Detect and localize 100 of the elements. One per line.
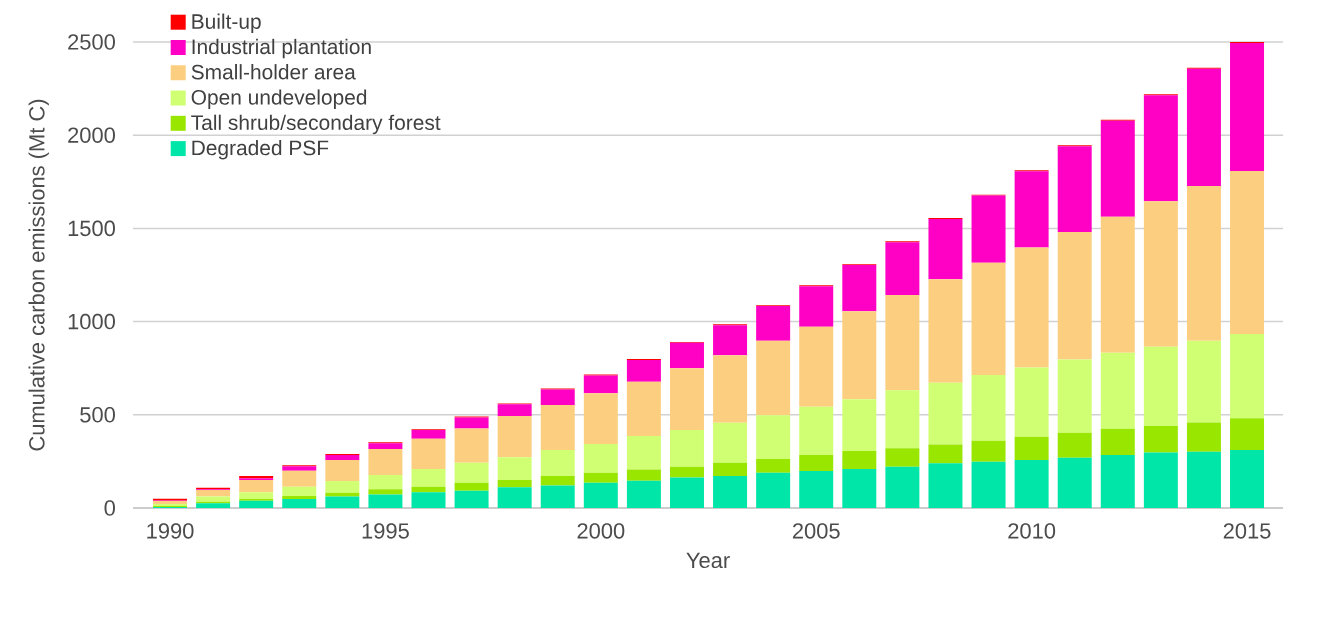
- bar: [1143, 95, 1178, 202]
- bar: [583, 393, 618, 445]
- bar: [1230, 450, 1265, 508]
- bar: [282, 496, 317, 500]
- y-tick-label: 1000: [68, 313, 115, 330]
- bar: [971, 262, 1006, 376]
- bar: [1143, 452, 1178, 508]
- bar: [885, 448, 920, 467]
- bar: [626, 359, 661, 382]
- bar: [1230, 42, 1265, 171]
- bar: [713, 355, 748, 423]
- bar: [411, 438, 446, 470]
- bar: [713, 462, 748, 476]
- bar: [1230, 170, 1265, 335]
- bar: [325, 460, 360, 481]
- bar: [196, 496, 231, 502]
- bar: [626, 480, 661, 508]
- bar: [885, 390, 920, 449]
- bar: [669, 368, 704, 431]
- x-tick-label: 2005: [792, 523, 840, 539]
- bar: [1057, 231, 1092, 360]
- bar: [842, 265, 877, 312]
- bar: [799, 286, 834, 327]
- bar: [411, 430, 446, 439]
- y-tick-label: 2500: [68, 34, 115, 50]
- bar: [669, 430, 704, 467]
- bar: [540, 475, 575, 486]
- bar: [1186, 185, 1221, 341]
- bar: [583, 375, 618, 394]
- legend-label: Degraded PSF: [192, 139, 329, 160]
- bar: [497, 480, 532, 488]
- bar: [626, 436, 661, 470]
- bar: [1143, 425, 1178, 453]
- bar: [411, 469, 446, 487]
- x-tick-label: 2010: [1008, 523, 1056, 539]
- bar: [885, 466, 920, 508]
- bar: [1143, 346, 1178, 426]
- bar: [756, 415, 791, 459]
- bar: [497, 487, 532, 508]
- x-tick-label: 2015: [1223, 523, 1271, 539]
- bar: [1057, 432, 1092, 458]
- bar: [971, 375, 1006, 441]
- bar: [1186, 68, 1221, 186]
- bar: [196, 503, 231, 508]
- bar: [842, 450, 877, 470]
- bar: [713, 422, 748, 463]
- bar: [756, 340, 791, 416]
- bar: [669, 477, 704, 508]
- bar: [1100, 120, 1135, 217]
- bar: [971, 461, 1006, 508]
- bar: [971, 440, 1006, 462]
- bar: [928, 382, 963, 445]
- bar: [756, 306, 791, 341]
- bar: [368, 489, 403, 495]
- bar: [282, 470, 317, 487]
- bar: [669, 466, 704, 478]
- bar: [1143, 201, 1178, 347]
- bar: [454, 482, 489, 491]
- bar: [842, 469, 877, 508]
- bar: [454, 490, 489, 508]
- bar: [799, 471, 834, 508]
- bar: [713, 475, 748, 508]
- bar: [1014, 367, 1049, 437]
- bar: [1014, 460, 1049, 508]
- bar: [1186, 451, 1221, 508]
- bar: [1100, 216, 1135, 353]
- y-tick-label: 500: [80, 407, 115, 423]
- bar: [239, 480, 274, 493]
- bar: [1186, 422, 1221, 452]
- bar: [368, 443, 403, 450]
- bar: [928, 218, 963, 280]
- bar: [1100, 352, 1135, 429]
- y-axis-title: Cumulative carbon emissions (Mt C): [28, 99, 49, 451]
- bar: [842, 311, 877, 400]
- bar: [583, 472, 618, 483]
- bar: [583, 444, 618, 473]
- bar: [368, 494, 403, 508]
- bar: [540, 485, 575, 508]
- bar: [799, 455, 834, 472]
- bar: [454, 428, 489, 463]
- bar: [325, 480, 360, 493]
- bar: [282, 499, 317, 508]
- bar: [885, 295, 920, 391]
- bar: [1230, 418, 1265, 451]
- bar: [282, 486, 317, 497]
- bar: [928, 279, 963, 383]
- bar: [368, 474, 403, 490]
- bar: [756, 472, 791, 508]
- bar: [928, 463, 963, 508]
- bar: [799, 326, 834, 407]
- bar: [325, 496, 360, 508]
- bar: [842, 399, 877, 451]
- bar: [669, 342, 704, 369]
- bar: [928, 444, 963, 464]
- bar: [1186, 340, 1221, 423]
- y-tick-label: 0: [104, 500, 115, 516]
- bar: [1100, 455, 1135, 508]
- bar: [583, 482, 618, 508]
- bar: [368, 449, 403, 475]
- bar: [1057, 359, 1092, 433]
